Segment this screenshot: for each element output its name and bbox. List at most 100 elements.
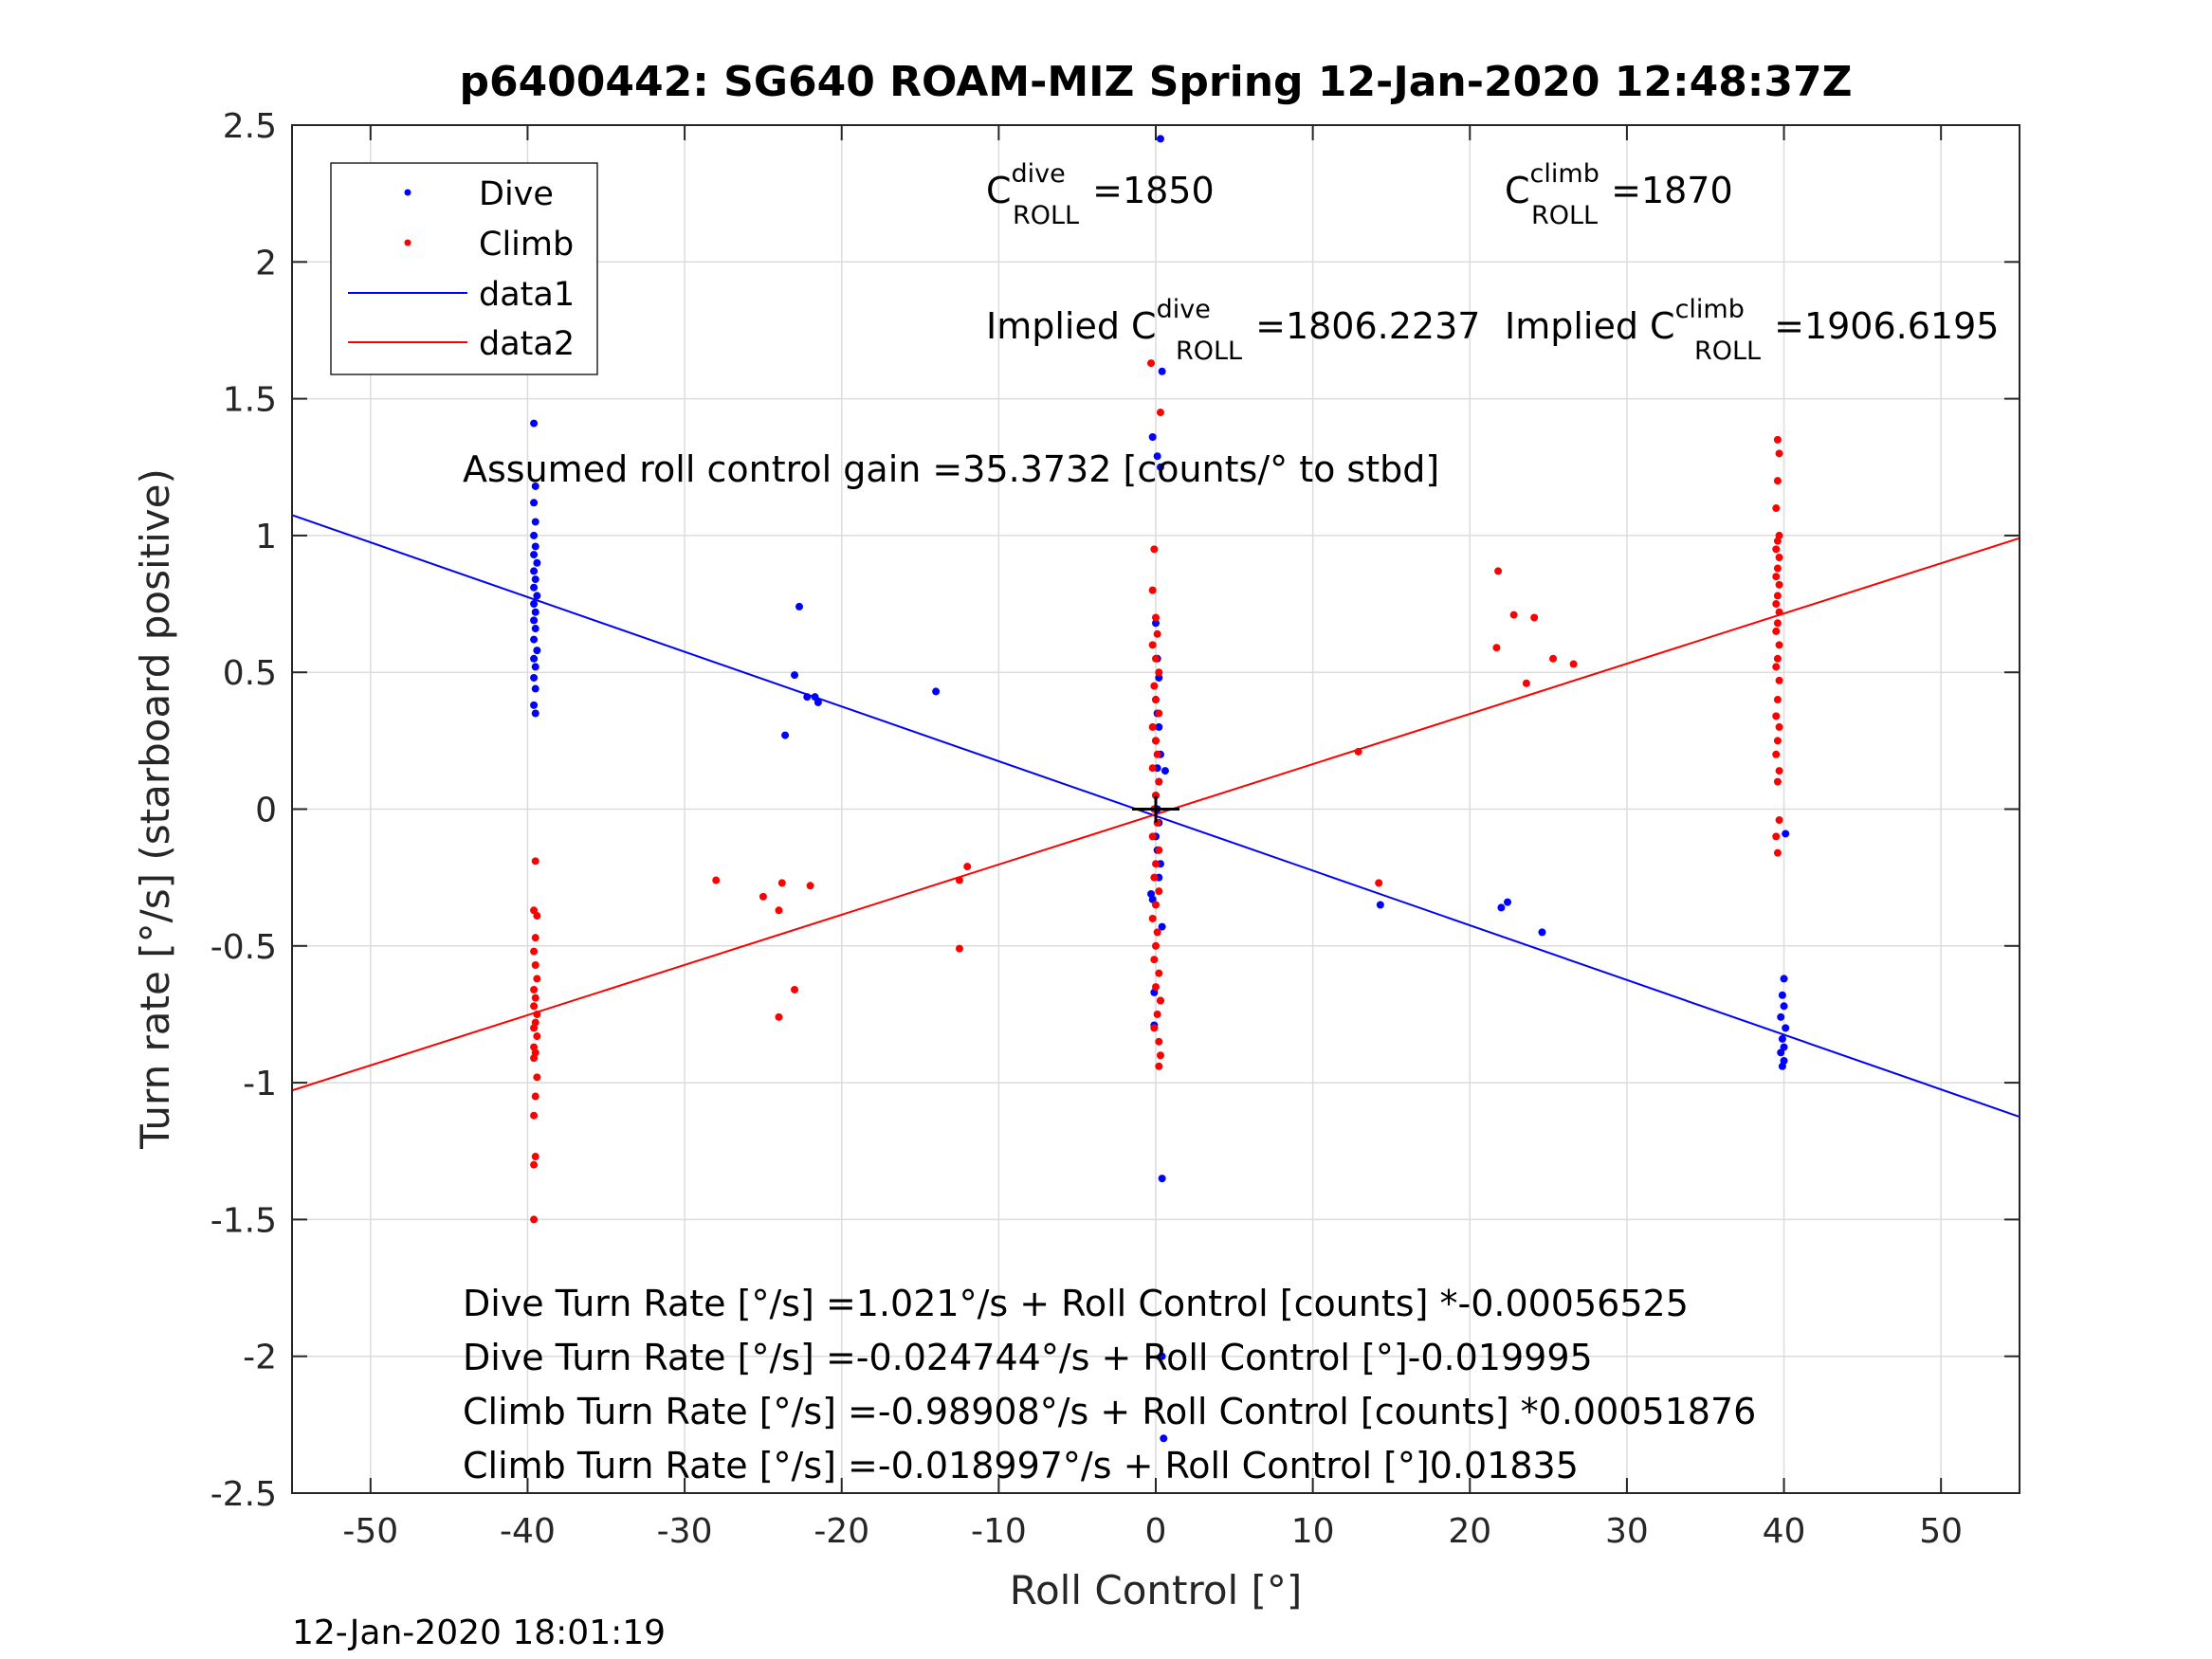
dive-point: [533, 592, 541, 600]
climb-point: [955, 944, 963, 953]
dive-point: [1158, 367, 1166, 375]
climb-point: [1153, 629, 1161, 638]
climb-point: [1569, 660, 1578, 668]
climb-point: [775, 1012, 783, 1021]
climb-point: [1155, 887, 1163, 896]
climb-point: [533, 1032, 541, 1041]
climb-point: [1156, 409, 1164, 417]
dive-point: [531, 518, 539, 526]
legend: Dive Climb data1 data2: [330, 162, 598, 375]
climb-point: [1152, 901, 1160, 909]
climb-point: [531, 994, 539, 1002]
y-tick-label: 0: [255, 792, 277, 830]
dive-point: [530, 531, 539, 539]
dive-point: [1158, 1175, 1166, 1183]
climb-point: [1773, 477, 1782, 485]
dive-point: [530, 673, 539, 682]
x-tick-label: -50: [342, 1512, 398, 1551]
climb-point: [533, 1010, 541, 1018]
climb-point: [531, 1153, 539, 1161]
climb-point: [1773, 619, 1782, 628]
climb-point: [1775, 580, 1783, 589]
climb-point: [955, 876, 963, 884]
dive-point: [533, 647, 541, 655]
climb-point: [1148, 764, 1157, 773]
climb-point: [531, 934, 539, 942]
climb-point: [1772, 504, 1781, 513]
climb-point: [1773, 654, 1782, 663]
climb-point: [1150, 956, 1159, 964]
climb-point: [530, 1160, 539, 1169]
climb-point: [1494, 567, 1503, 575]
climb-point: [1152, 860, 1160, 868]
legend-box: [330, 162, 598, 375]
climb-point: [1775, 449, 1783, 458]
climb-point: [1152, 792, 1160, 800]
climb-point: [1773, 592, 1782, 600]
x-tick-label: 50: [1919, 1512, 1963, 1551]
x-tick-labels: -50 -40 -30 -20 -10 0 10 20 30 40 50: [342, 1512, 1963, 1551]
gain-annotation: Assumed roll control gain =35.3732 [coun…: [463, 448, 1439, 490]
dive-point: [531, 482, 539, 490]
dive-point: [803, 693, 812, 702]
dive-point: [531, 625, 539, 633]
climb-point: [1375, 879, 1383, 887]
climb-point: [1773, 848, 1782, 857]
y-tick-label: -0.5: [210, 928, 277, 967]
dive-point: [530, 419, 539, 428]
dive-point: [932, 687, 941, 696]
climb-point: [1773, 537, 1782, 545]
legend-climb-label: Climb: [479, 226, 574, 264]
climb-point: [1522, 679, 1530, 687]
dive-point: [530, 635, 539, 644]
climb-point: [1549, 654, 1558, 663]
dive-point: [1158, 1352, 1166, 1360]
climb-point: [1152, 737, 1160, 745]
y-tick-label: -1: [243, 1065, 277, 1103]
x-tick-label: 20: [1448, 1512, 1491, 1551]
dive-point: [1780, 975, 1788, 983]
dive-point: [1777, 1048, 1785, 1057]
dive-point: [1152, 619, 1160, 628]
climb-point: [1492, 644, 1501, 652]
legend-data1-label: data1: [479, 276, 575, 314]
dive-point: [1156, 463, 1164, 471]
dive-point: [795, 602, 804, 611]
climb-point: [530, 1054, 539, 1063]
legend-data2-label: data2: [479, 325, 575, 363]
data-points: [530, 135, 1790, 1443]
dive-point: [781, 731, 790, 739]
climb-point: [1772, 832, 1781, 841]
climb-point: [531, 961, 539, 970]
climb-point: [1772, 573, 1781, 581]
climb-point: [1772, 712, 1781, 720]
dive-point: [1782, 830, 1790, 838]
climb-point: [1148, 586, 1157, 594]
dive-point: [1161, 767, 1169, 775]
climb-point: [1153, 750, 1161, 758]
climb-point: [1148, 914, 1157, 922]
x-tick-label: -20: [814, 1512, 869, 1551]
dive-point: [1155, 673, 1163, 682]
legend-dive-marker: [404, 189, 411, 196]
climb-point: [1152, 613, 1160, 622]
climb-point: [1773, 737, 1782, 745]
climb-point: [530, 1024, 539, 1032]
climb-point: [1773, 435, 1782, 444]
dive-point: [791, 671, 799, 680]
climb-point: [806, 882, 814, 890]
legend-climb-marker: [404, 239, 411, 246]
climb-point: [775, 906, 783, 915]
c-dive-annotation: Cdive ROLL=1850: [986, 159, 1215, 230]
climb-point: [1155, 668, 1163, 677]
dive-point: [530, 551, 539, 559]
climb-point: [1772, 627, 1781, 635]
dive-point: [530, 567, 539, 575]
equation-3: Climb Turn Rate [°/s] =-0.98908°/s + Rol…: [463, 1391, 1756, 1432]
dive-point: [530, 654, 539, 663]
c-climb-annotation: Cclimb ROLL=1870: [1505, 159, 1733, 230]
climb-point: [1775, 676, 1783, 684]
climb-point: [1155, 709, 1163, 718]
y-tick-label: 2: [255, 244, 277, 283]
climb-point: [712, 876, 721, 884]
